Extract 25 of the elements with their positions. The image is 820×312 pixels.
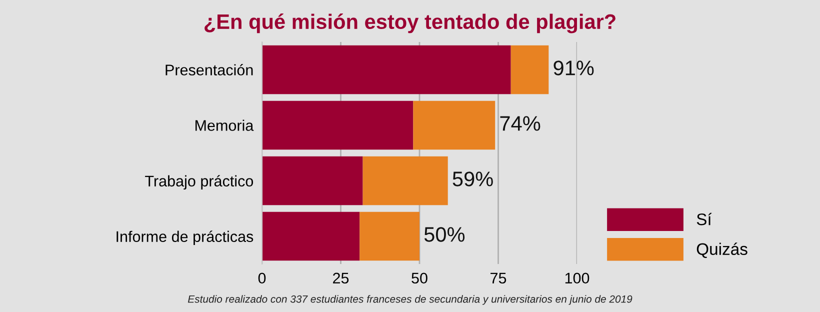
bar: [413, 100, 496, 150]
y-tick-label: Informe de prácticas: [116, 230, 254, 246]
y-tick-label: Presentación: [166, 64, 253, 76]
x-tick-label: 100: [565, 272, 590, 284]
x-tick-label: 25: [333, 272, 349, 284]
x-tick-label: 50: [412, 272, 428, 284]
bar: [262, 156, 363, 206]
bar: [262, 212, 360, 261]
bar: [262, 100, 414, 150]
legend-label: Sí: [696, 212, 712, 226]
total-label: 91%: [554, 60, 594, 76]
y-tick-label: Memoria: [196, 120, 254, 131]
y-tick-label: Trabajo práctico: [145, 175, 254, 190]
bar: [262, 45, 511, 94]
text: Estudio realizado con 337 estudiantes franceses de secundaria y universitarios en junio de 2019: [188, 295, 632, 305]
bar: [360, 212, 420, 261]
x-tick-label: 0: [258, 272, 266, 284]
x-tick-label: 75: [490, 272, 506, 284]
bar: [510, 45, 549, 94]
total-label: 59%: [452, 172, 493, 186]
bar: [362, 156, 448, 206]
total-label: 50%: [424, 227, 465, 242]
total-label: 74%: [500, 116, 540, 131]
chart-title: ¿En qué misión estoy tentado de plagiar?: [204, 14, 616, 34]
legend-label: Quizás: [696, 242, 748, 258]
